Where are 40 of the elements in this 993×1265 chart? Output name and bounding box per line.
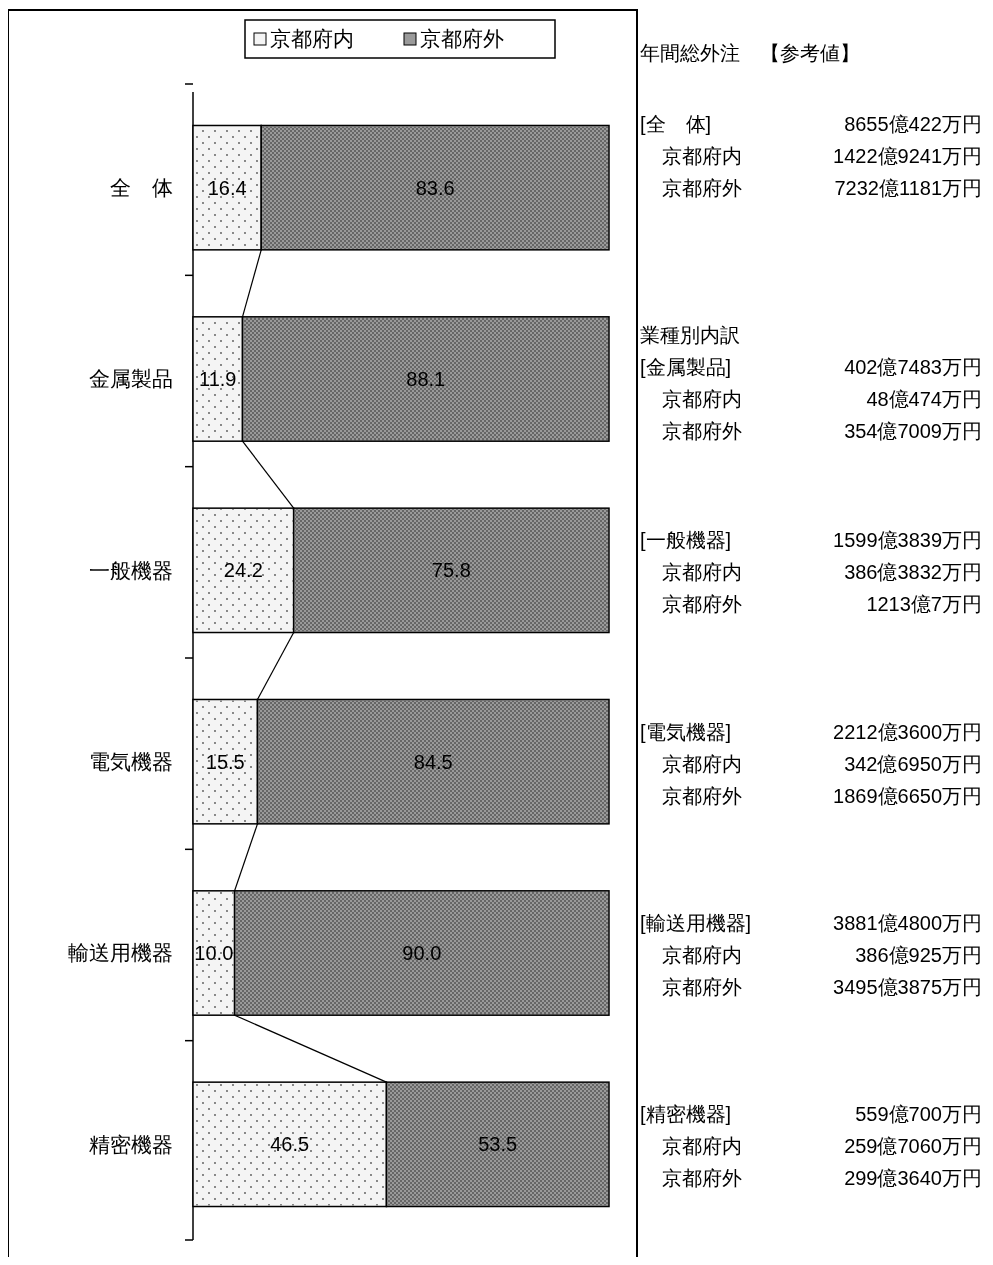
text: [精密機器] 559億700万円 xyxy=(640,1103,982,1125)
y-tick-label: 全 体 xyxy=(110,176,173,200)
text: 業種別内訳 xyxy=(640,324,740,346)
y-tick-label: 輸送用機器 xyxy=(68,941,173,965)
text: 京都府内 48億474万円 xyxy=(662,388,982,410)
legend-label: 京都府内 xyxy=(270,27,354,51)
data-label: 11.9 xyxy=(199,368,237,390)
text: [電気機器] 2212億3600万円 xyxy=(640,721,982,743)
text: [金属製品] 402億7483万円 xyxy=(640,356,982,378)
data-label: 10.0 xyxy=(194,942,234,964)
data-label: 16.4 xyxy=(207,176,247,199)
data-label: 88.1 xyxy=(406,368,446,390)
text: [輸送用機器] 3881億4800万円 xyxy=(640,912,982,934)
data-label: 84.5 xyxy=(413,750,453,773)
text: 京都府外 1213億7万円 xyxy=(662,593,982,615)
text: 京都府外 3495億3875万円 xyxy=(662,976,982,998)
data-label: 24.2 xyxy=(223,559,263,582)
data-label: 90.0 xyxy=(402,942,442,964)
data-label: 83.6 xyxy=(415,176,455,199)
y-tick-label: 一般機器 xyxy=(89,558,173,582)
text: 京都府外 1869億6650万円 xyxy=(662,785,982,807)
y-tick-label: 精密機器 xyxy=(89,1132,173,1156)
legend-label: 京都府外 xyxy=(420,27,504,51)
text: 京都府内 1422億9241万円 xyxy=(662,145,982,167)
data-label: 53.5 xyxy=(478,1133,518,1156)
text: [一般機器] 1599億3839万円 xyxy=(640,529,982,551)
y-tick-label: 金属製品 xyxy=(89,367,173,391)
text: 京都府内 386億925万円 xyxy=(662,944,982,966)
text: 京都府外 354億7009万円 xyxy=(662,420,982,442)
text: 京都府内 342億6950万円 xyxy=(662,753,982,775)
y-tick-label: 電気機器 xyxy=(89,750,173,774)
text: 京都府内 386億3832万円 xyxy=(662,561,982,583)
data-label: 15.5 xyxy=(205,750,245,773)
data-label: 75.8 xyxy=(431,559,471,582)
text: 年間総外注 【参考値】 xyxy=(640,42,860,64)
text: 京都府外 7232億1181万円 xyxy=(662,177,982,199)
text: 京都府内 259億7060万円 xyxy=(662,1135,982,1157)
data-label: 46.5 xyxy=(270,1133,310,1156)
text: 京都府外 299億3640万円 xyxy=(662,1167,982,1189)
text: [全 体] 8655億422万円 xyxy=(640,113,982,135)
